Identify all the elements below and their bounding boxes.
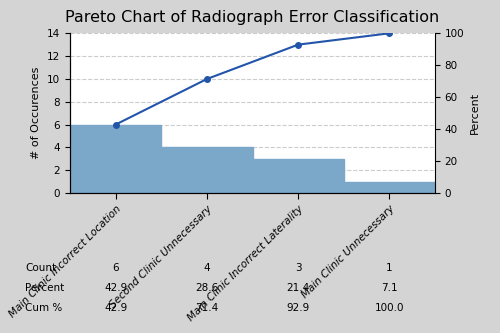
Text: 4: 4 [204, 263, 210, 273]
Y-axis label: Percent: Percent [470, 92, 480, 134]
Text: Percent: Percent [25, 283, 64, 293]
Bar [344, 182, 435, 193]
Text: 3: 3 [295, 263, 302, 273]
Y-axis label: # of Occurences: # of Occurences [32, 67, 42, 160]
Text: 7.1: 7.1 [381, 283, 398, 293]
Bar [161, 148, 252, 193]
Bar [70, 125, 161, 193]
Text: 6: 6 [112, 263, 119, 273]
Text: 100.0: 100.0 [374, 303, 404, 313]
Text: Cum %: Cum % [25, 303, 62, 313]
Text: 42.9: 42.9 [104, 283, 127, 293]
Text: 28.6: 28.6 [195, 283, 218, 293]
Text: Count: Count [25, 263, 56, 273]
Text: 71.4: 71.4 [195, 303, 218, 313]
Text: 42.9: 42.9 [104, 303, 127, 313]
Bar [252, 159, 344, 193]
Text: 21.4: 21.4 [286, 283, 310, 293]
Title: Pareto Chart of Radiograph Error Classification: Pareto Chart of Radiograph Error Classif… [66, 10, 440, 25]
Text: 1: 1 [386, 263, 392, 273]
Text: 92.9: 92.9 [286, 303, 310, 313]
